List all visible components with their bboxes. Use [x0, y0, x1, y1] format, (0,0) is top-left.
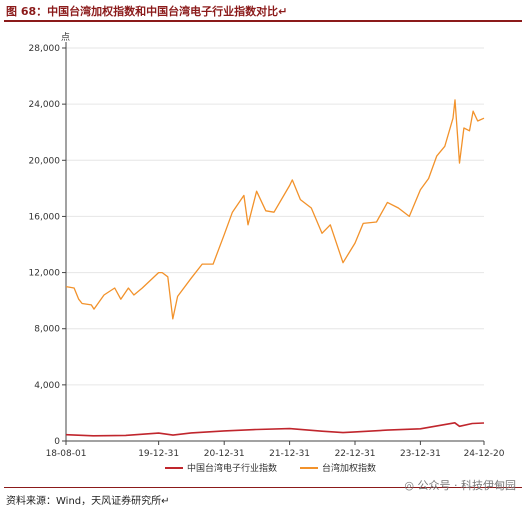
- gridlines: [62, 47, 484, 442]
- x-tick-label: 20-12-31: [204, 449, 245, 459]
- y-tick-label: 16,000: [29, 212, 61, 222]
- y-tick-label: 0: [54, 437, 60, 447]
- y-tick-label: 8,000: [34, 325, 60, 335]
- series-lines: [65, 99, 485, 437]
- y-tick-label: 20,000: [29, 156, 61, 166]
- y-tick-labels: 0 4,000 8,000 12,000 16,000 20,000 24,000 28,00…: [29, 44, 61, 447]
- footer-divider: [4, 487, 522, 488]
- x-tick-label: 19-12-31: [138, 449, 179, 459]
- x-tick-label: 24-12-20: [464, 449, 505, 459]
- legend-label: 台湾加权指数: [322, 462, 376, 474]
- x-tick-label: 18-08-01: [46, 449, 87, 459]
- page-title: 图 68：中国台湾加权指数和中国台湾电子行业指数对比↵: [6, 5, 288, 18]
- x-tick-label: 21-12-31: [269, 449, 310, 459]
- y-axis-unit: 点: [61, 32, 70, 43]
- y-tick-label: 4,000: [34, 381, 60, 391]
- series-line: [65, 422, 485, 437]
- x-tick-label: 23-12-31: [400, 449, 441, 459]
- source-note: 资料来源：Wind，天风证券研究所↵: [6, 496, 170, 507]
- wechat-icon: ◎: [404, 479, 414, 492]
- watermark-text: 公众号 · 科技伊甸园: [417, 479, 517, 492]
- x-tick-label: 22-12-31: [335, 449, 376, 459]
- legend: 中国台湾电子行业指数 台湾加权指数: [165, 462, 376, 474]
- y-tick-label: 24,000: [29, 100, 61, 110]
- x-tick-labels: 18-08-01 19-12-31 20-12-31 21-12-31 22-12-31…: [46, 449, 505, 459]
- series-line: [65, 99, 485, 320]
- y-tick-label: 28,000: [29, 44, 61, 54]
- watermark: ◎ 公众号 · 科技伊甸园: [404, 477, 516, 493]
- legend-label: 中国台湾电子行业指数: [187, 462, 277, 474]
- title-divider: [4, 20, 522, 22]
- axes: [65, 42, 485, 445]
- y-tick-label: 12,000: [29, 269, 61, 279]
